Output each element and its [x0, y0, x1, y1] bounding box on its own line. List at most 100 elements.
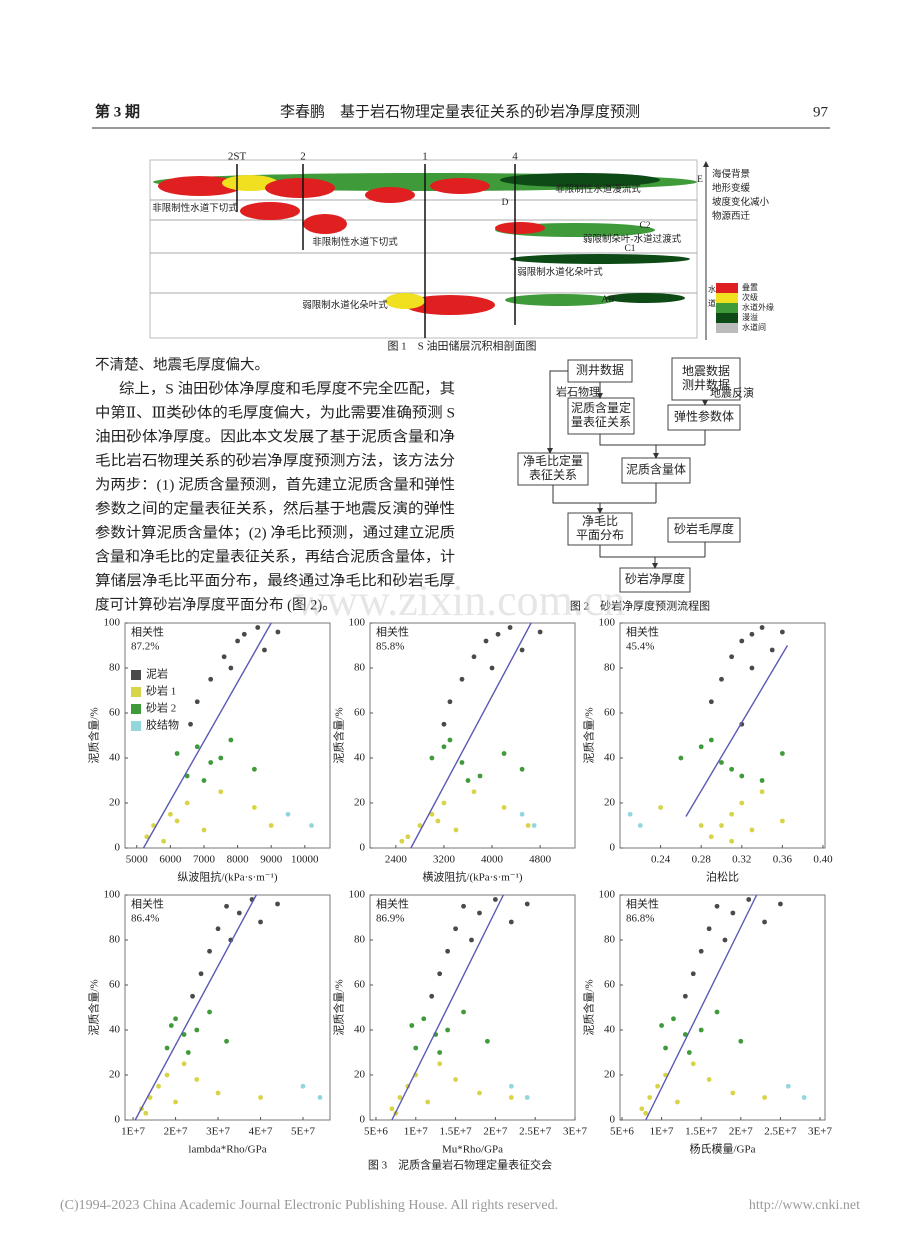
facies-blob	[505, 294, 615, 306]
data-point	[228, 665, 234, 671]
data-point	[181, 1061, 187, 1067]
trend-note: 坡度变化减小	[712, 196, 770, 208]
facies-label: 弱限制水道化朵叶式	[302, 299, 388, 311]
data-point	[429, 811, 435, 817]
y-tick-label: 60	[354, 707, 366, 719]
data-point	[184, 800, 190, 806]
data-point	[188, 721, 193, 727]
copyright: (C)1994-2023 China Academic Journal Elec…	[60, 1198, 558, 1213]
y-axis-label: 泥质含量/%	[582, 979, 596, 1035]
x-tick-label: 1E+7	[404, 1126, 428, 1138]
data-point	[682, 993, 688, 999]
data-point	[779, 818, 785, 824]
fit-line	[134, 894, 257, 1121]
data-point	[459, 760, 465, 765]
y-tick-label: 60	[604, 979, 616, 991]
flow-label: 砂岩净厚度	[625, 571, 685, 586]
running-title: 李春鹏 基于岩石物理定量表征关系的砂岩净厚度预测	[280, 103, 640, 120]
data-point	[235, 638, 240, 644]
body-line: 算储层净毛比平面分布，最终通过净毛比和砂岩毛厚	[95, 572, 455, 589]
data-point	[309, 823, 314, 828]
data-point	[144, 834, 150, 840]
data-point	[429, 993, 435, 999]
x-tick-label: 4800	[529, 854, 552, 866]
data-point	[198, 971, 204, 977]
data-point	[714, 1009, 720, 1015]
data-point	[228, 737, 234, 743]
y-tick-label: 60	[604, 707, 616, 719]
data-point	[268, 823, 274, 828]
x-axis-label: Mu*Rho/GPa	[442, 1144, 503, 1156]
data-point	[730, 1090, 736, 1096]
watermark: www.zixin.com.cn	[295, 576, 626, 625]
data-point	[445, 948, 451, 954]
x-tick-label: 5E+6	[364, 1126, 388, 1138]
data-point	[262, 647, 267, 653]
x-axis-label: lambda*Rho/GPa	[188, 1144, 266, 1156]
y-tick-label: 60	[354, 979, 366, 991]
data-point	[508, 1083, 514, 1089]
flow-label: 净毛比	[582, 514, 618, 528]
facies-blob	[265, 178, 335, 198]
x-tick-label: 1.5E+7	[685, 1126, 718, 1138]
data-point	[729, 766, 735, 772]
correlation-value: 85.8%	[376, 641, 404, 653]
data-point	[445, 1027, 451, 1033]
data-point	[508, 919, 514, 925]
correlation-value: 86.9%	[376, 913, 404, 925]
y-tick-label: 100	[349, 617, 366, 629]
data-point	[174, 818, 180, 824]
legend-label: 水道间	[742, 322, 766, 332]
y-tick-label: 100	[349, 889, 366, 901]
flow-box	[567, 512, 633, 546]
facies-blob	[430, 178, 490, 194]
data-point	[156, 1083, 161, 1089]
y-axis-label: 泥质含量/%	[332, 979, 346, 1035]
data-point	[164, 1072, 170, 1078]
x-tick-label: 2E+7	[164, 1126, 188, 1138]
x-tick-label: 1E+7	[650, 1126, 674, 1138]
plot-frame	[369, 622, 576, 849]
legend-swatch	[131, 721, 141, 731]
facies-label: 弱限制水道化朵叶式	[517, 266, 603, 278]
fit-line	[142, 622, 272, 849]
data-point	[785, 1083, 791, 1089]
data-point	[459, 676, 465, 682]
data-point	[698, 823, 704, 828]
legend-swatch	[131, 670, 141, 680]
legend-swatch	[716, 323, 738, 333]
legend-group: 水	[708, 284, 716, 294]
data-point	[437, 971, 443, 977]
x-axis-label: 泊松比	[706, 870, 739, 884]
data-point	[181, 1032, 187, 1037]
x-tick-label: 3E+7	[563, 1126, 587, 1138]
data-point	[258, 919, 263, 925]
y-tick-label: 20	[604, 797, 616, 809]
figure-caption: 图 3 泥质含量岩石物理定量表征交会	[368, 1158, 552, 1172]
x-tick-label: 8000	[227, 854, 250, 866]
facies-blob	[385, 293, 425, 309]
trend-note: 海侵背景	[712, 168, 750, 180]
data-point	[778, 901, 783, 907]
y-tick-label: 80	[109, 934, 121, 946]
y-tick-label: 40	[354, 752, 366, 764]
correlation-value: 45.4%	[626, 641, 654, 653]
data-point	[730, 910, 736, 916]
facies-blob	[495, 222, 545, 234]
facies-blob	[303, 214, 347, 234]
footer-url: http://www.cnki.net	[749, 1198, 860, 1213]
y-tick-label: 20	[604, 1069, 616, 1081]
flow-line	[599, 545, 705, 558]
data-point	[208, 676, 214, 682]
data-point	[161, 838, 167, 844]
data-point	[184, 773, 190, 779]
x-tick-label: 4000	[481, 854, 504, 866]
data-point	[194, 744, 200, 750]
data-point	[639, 1106, 645, 1112]
flow-box	[667, 517, 741, 543]
x-tick-label: 3E+7	[808, 1126, 832, 1138]
y-tick-label: 0	[115, 842, 121, 854]
x-tick-label: 2.5E+7	[519, 1126, 552, 1138]
data-point	[417, 823, 423, 828]
data-point	[215, 1090, 221, 1096]
